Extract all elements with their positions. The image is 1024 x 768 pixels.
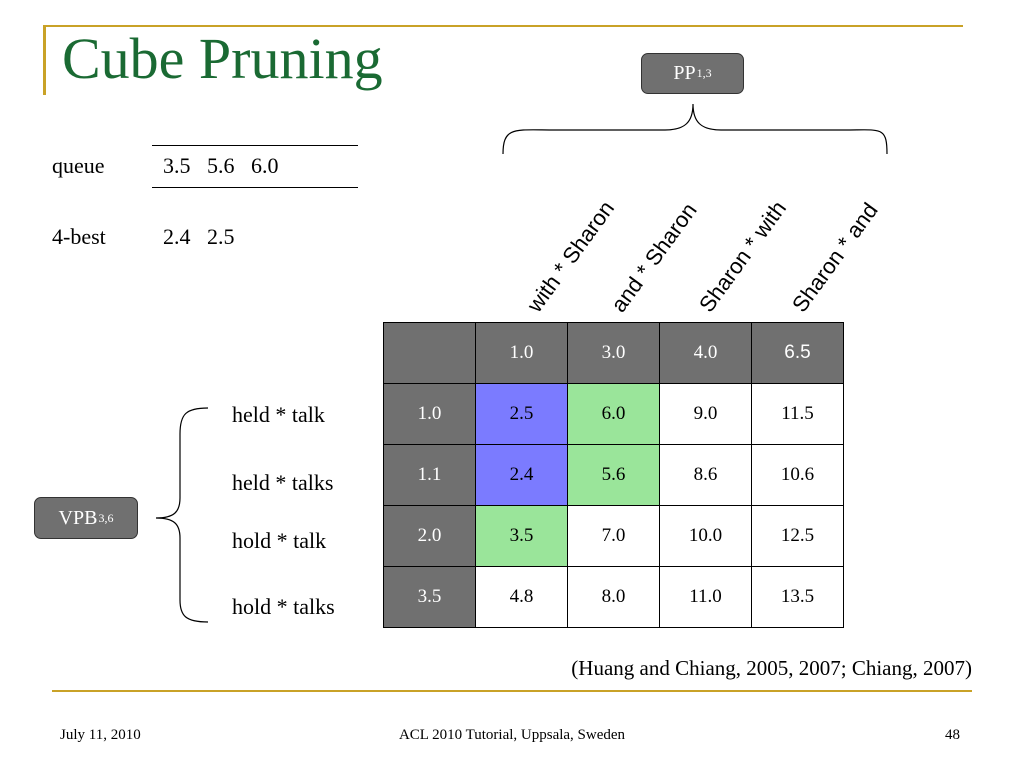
vpb-node-subscript: 3,6 — [98, 510, 114, 525]
grid-cell: 7.0 — [567, 505, 660, 567]
row-brace — [155, 407, 209, 623]
grid-row: 1.1 2.4 5.6 8.6 10.6 — [383, 444, 844, 506]
footer-venue: ACL 2010 Tutorial, Uppsala, Sweden — [398, 727, 626, 743]
grid-cell: 8.0 — [567, 566, 660, 628]
column-label: Sharon * with — [694, 196, 792, 317]
grid-corner — [383, 322, 476, 384]
grid-cell: 9.0 — [659, 383, 752, 445]
slide-title: Cube Pruning — [62, 26, 383, 91]
row-label: hold * talks — [232, 594, 335, 619]
grid-cell: 10.6 — [751, 444, 844, 506]
grid-cell: 2.5 — [475, 383, 568, 445]
grid-col-header: 4.0 — [659, 322, 752, 384]
grid-cell: 11.5 — [751, 383, 844, 445]
grid-cell: 2.4 — [475, 444, 568, 506]
footer-page-number: 48 — [945, 727, 960, 743]
grid-cell: 8.6 — [659, 444, 752, 506]
grid-cell: 6.0 — [567, 383, 660, 445]
column-brace — [502, 103, 888, 155]
grid-row: 1.0 2.5 6.0 9.0 11.5 — [383, 383, 844, 445]
grid-row: 2.0 3.5 7.0 10.0 12.5 — [383, 505, 844, 567]
pp-node-label: PP — [673, 62, 696, 84]
pp-node: PP 1,3 — [641, 53, 744, 94]
best-label: 4-best — [52, 224, 106, 249]
footer-date: July 11, 2010 — [60, 727, 141, 743]
grid-row-header: 1.1 — [383, 444, 476, 506]
grid-cell: 4.8 — [475, 566, 568, 628]
column-label: and * Sharon — [606, 198, 702, 317]
row-label: held * talks — [232, 470, 334, 495]
grid-cell: 3.5 — [475, 505, 568, 567]
grid-cell: 11.0 — [659, 566, 752, 628]
queue-rule-top — [152, 145, 358, 146]
grid-col-header: 6.5 — [751, 322, 844, 384]
grid-cell: 12.5 — [751, 505, 844, 567]
grid-row-header: 2.0 — [383, 505, 476, 567]
grid-header-row: 1.0 3.0 4.0 6.5 — [383, 322, 844, 384]
row-label: held * talk — [232, 402, 325, 427]
column-label: Sharon * and — [787, 198, 883, 317]
citation: (Huang and Chiang, 2005, 2007; Chiang, 2… — [571, 656, 972, 680]
queue-label: queue — [52, 153, 105, 178]
vpb-node: VPB 3,6 — [34, 497, 138, 539]
pp-node-subscript: 1,3 — [696, 66, 712, 80]
frame-left-accent — [43, 25, 46, 95]
grid-row-header: 1.0 — [383, 383, 476, 445]
frame-top-rule — [43, 25, 963, 27]
queue-rule-bottom — [152, 187, 358, 188]
grid-cell: 10.0 — [659, 505, 752, 567]
grid-row-header: 3.5 — [383, 566, 476, 628]
row-label: hold * talk — [232, 528, 327, 553]
grid-cell: 13.5 — [751, 566, 844, 628]
column-label: with * Sharon — [522, 196, 620, 317]
frame-bottom-rule — [52, 690, 972, 692]
grid-cell: 5.6 — [567, 444, 660, 506]
cube-grid: 1.0 3.0 4.0 6.5 1.0 2.5 6.0 9.0 11.5 1.1… — [383, 322, 844, 628]
vpb-node-label: VPB — [58, 506, 98, 529]
grid-col-header: 3.0 — [567, 322, 660, 384]
best-values: 2.4 2.5 — [163, 224, 235, 249]
queue-values: 3.5 5.6 6.0 — [163, 153, 279, 178]
grid-col-header: 1.0 — [475, 322, 568, 384]
grid-row: 3.5 4.8 8.0 11.0 13.5 — [383, 566, 844, 628]
